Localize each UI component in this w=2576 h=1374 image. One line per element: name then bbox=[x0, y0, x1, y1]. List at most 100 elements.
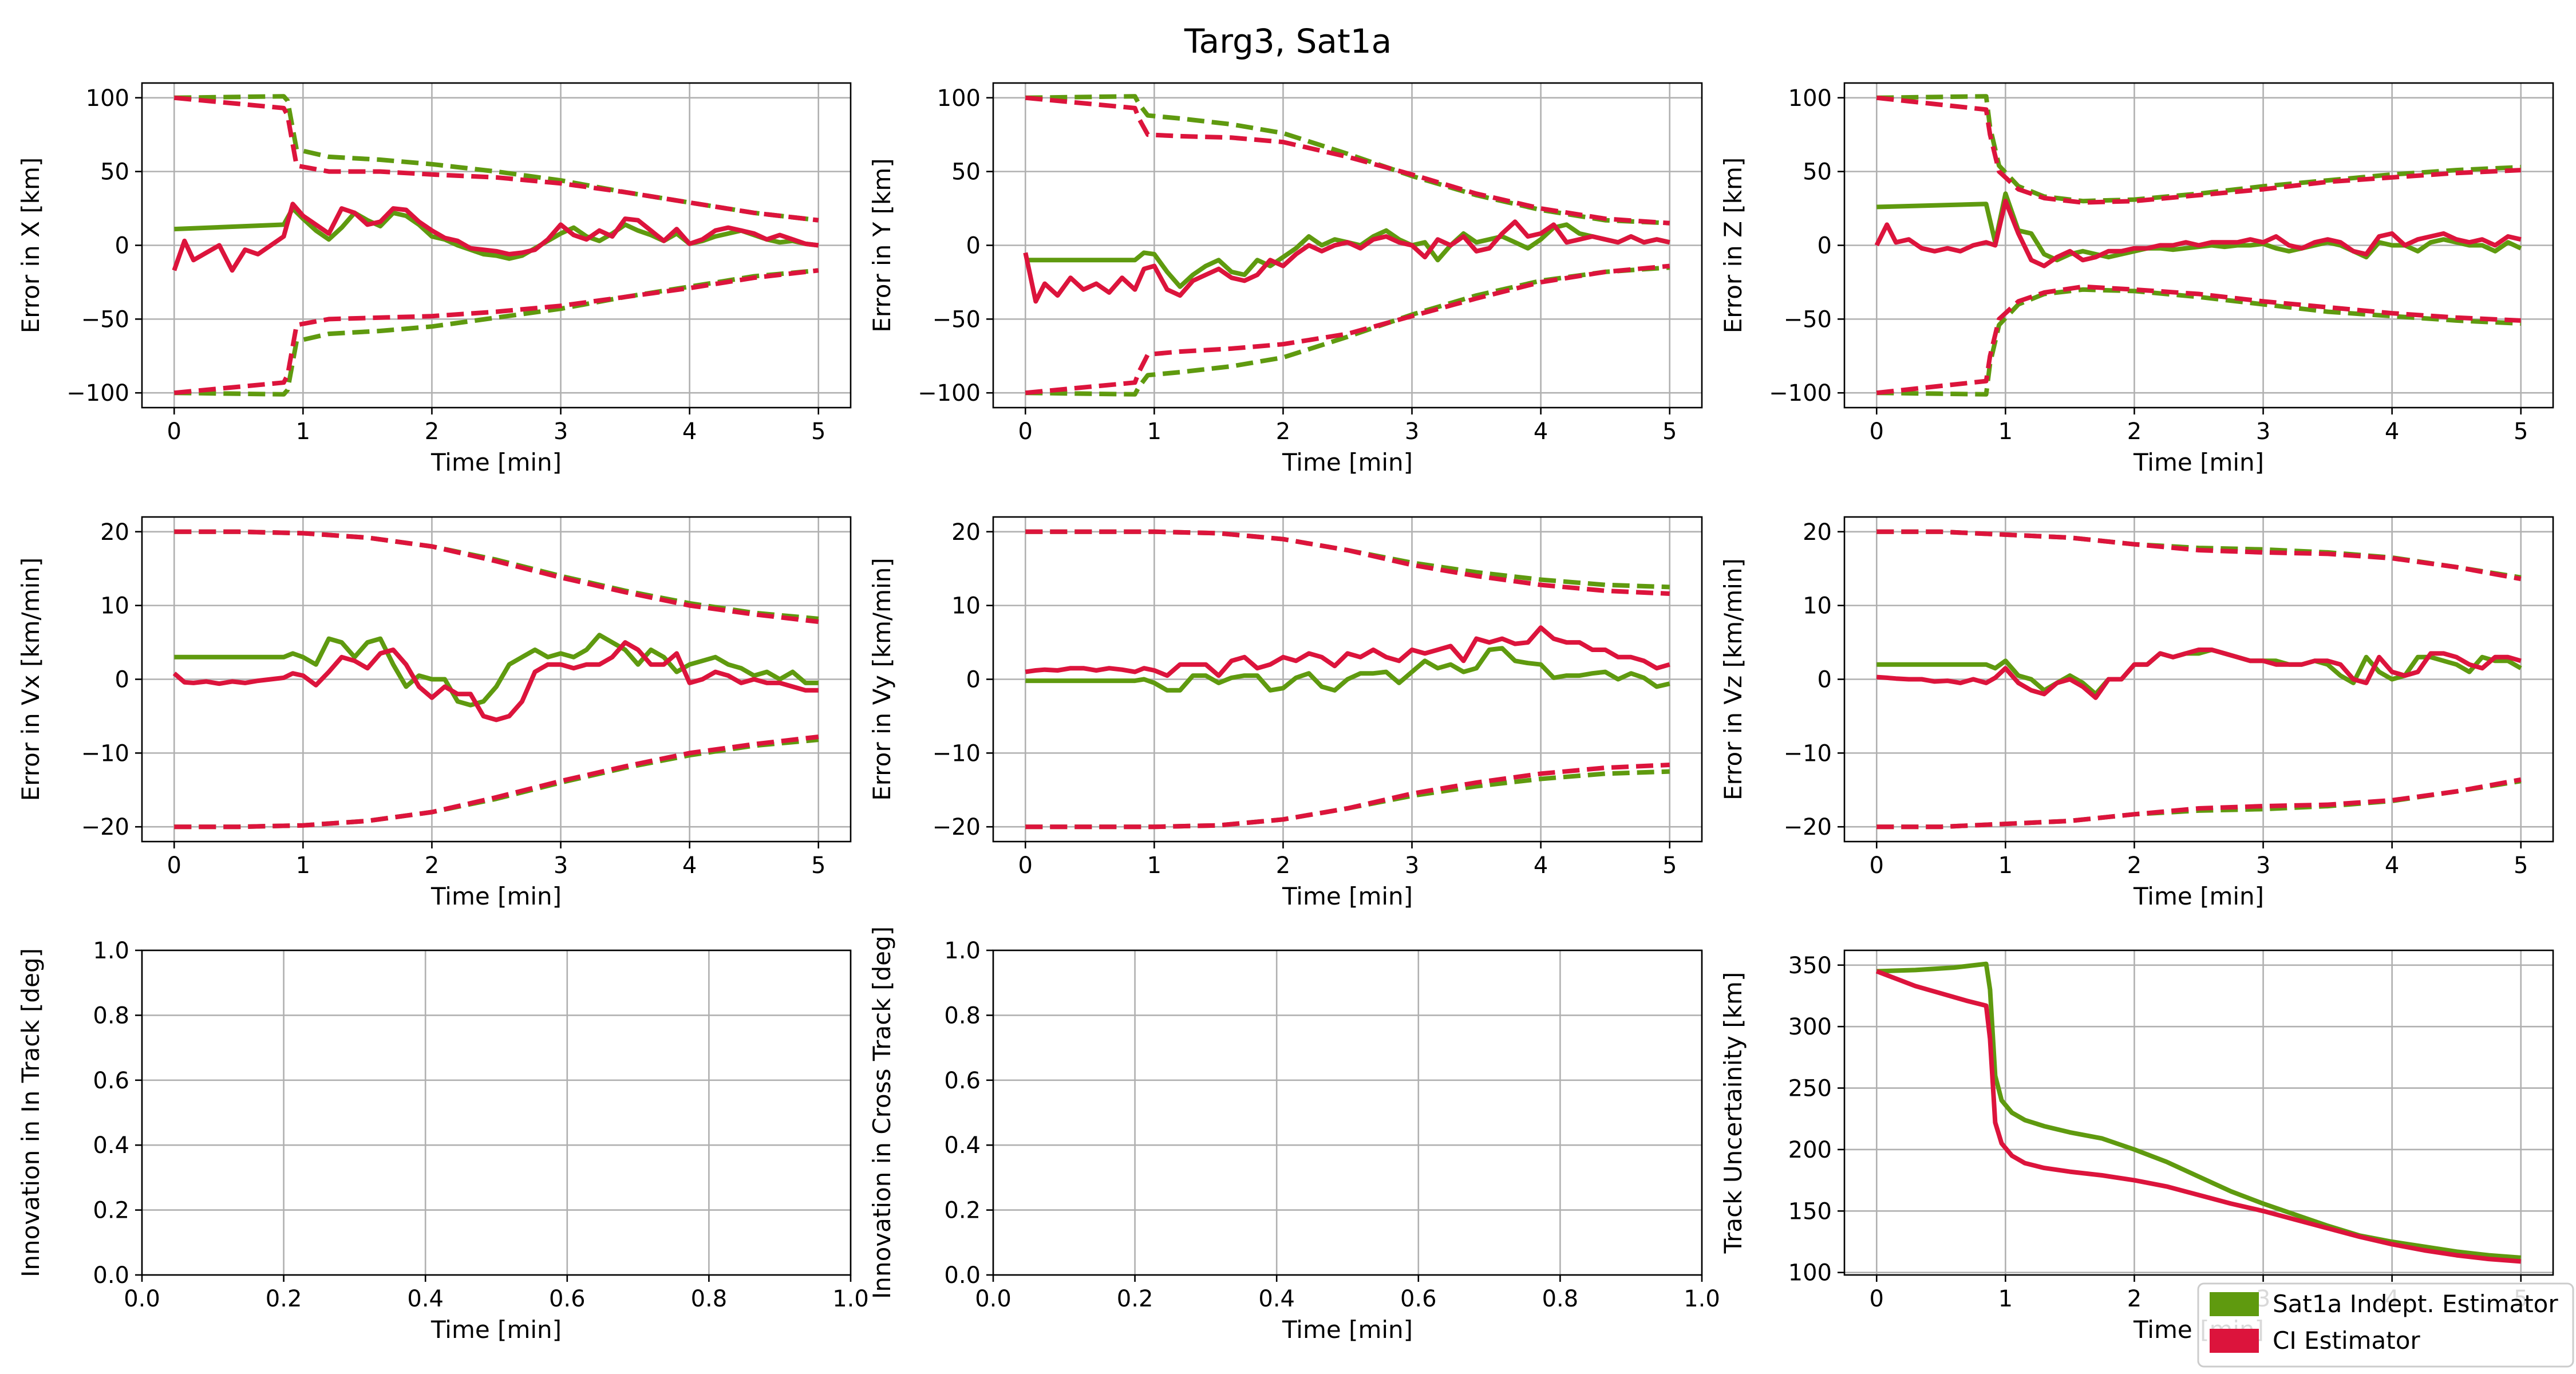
y-tick-label: 0.6 bbox=[944, 1068, 981, 1094]
y-tick-label: 100 bbox=[1788, 1260, 1832, 1286]
y-tick-label: −50 bbox=[933, 306, 981, 333]
y-tick-label: −50 bbox=[1784, 306, 1832, 333]
y-axis-label: Error in Y [km] bbox=[868, 158, 896, 332]
y-tick-label: 100 bbox=[1788, 85, 1832, 112]
x-tick-label: 0.0 bbox=[975, 1286, 1012, 1312]
series-line-sat-bound bbox=[1876, 779, 2522, 830]
x-axis-label: Time [min] bbox=[430, 1316, 562, 1344]
grid-lines bbox=[142, 517, 851, 842]
x-axis-label: Time [min] bbox=[1282, 448, 1413, 476]
series-line-sat-bound bbox=[1025, 529, 1670, 590]
x-tick-label: 0.6 bbox=[549, 1286, 586, 1312]
series-line-ci-error bbox=[1023, 219, 1670, 304]
series-line-ci-bound bbox=[1876, 529, 2522, 582]
x-tick-label: 1 bbox=[1147, 852, 1161, 879]
x-tick-label: 3 bbox=[554, 418, 568, 445]
x-tick-label: 2 bbox=[2127, 852, 2142, 879]
x-tick-label: 0.8 bbox=[1542, 1286, 1579, 1312]
x-tick-label: 0 bbox=[1870, 1286, 1884, 1312]
axes-frame bbox=[141, 949, 852, 1276]
x-tick-label: 0 bbox=[1870, 418, 1884, 445]
series-line-ci-bound bbox=[173, 95, 819, 223]
x-tick-label: 2 bbox=[1276, 418, 1290, 445]
subplot-2: 0 1 2 3 4 5 −100 −50 0 50 100 Time [min] Error in Y … bbox=[868, 82, 1703, 476]
series-line-sat-error bbox=[1876, 961, 2522, 1260]
y-tick-label: 0.4 bbox=[93, 1132, 129, 1159]
series-line-sat-bound bbox=[1876, 94, 2521, 204]
y-tick-label: −100 bbox=[918, 380, 981, 406]
x-tick-label: 1.0 bbox=[832, 1286, 869, 1312]
x-tick-label: 0.8 bbox=[691, 1286, 728, 1312]
y-axis-label: Error in Vz [km/min] bbox=[1719, 558, 1747, 800]
legend-frame bbox=[2197, 1282, 2574, 1368]
x-tick-label: 4 bbox=[682, 852, 697, 879]
x-tick-label: 2 bbox=[425, 852, 439, 879]
y-axis-label: Error in X [km] bbox=[17, 157, 45, 334]
subplot-1: 0 1 2 3 4 5 −100 −50 0 50 100 Time [min] Error in X … bbox=[17, 82, 852, 476]
series-line-ci-error bbox=[172, 640, 819, 722]
y-tick-label: −100 bbox=[66, 380, 129, 406]
y-tick-label: 50 bbox=[100, 159, 129, 185]
y-tick-label: 50 bbox=[951, 159, 981, 185]
y-tick-label: 0.2 bbox=[944, 1198, 981, 1224]
y-tick-label: 250 bbox=[1788, 1076, 1832, 1102]
x-tick-label: 4 bbox=[1534, 418, 1548, 445]
y-axis-label: Track Uncertainity [km] bbox=[1719, 972, 1747, 1254]
x-tick-label: 2 bbox=[1276, 852, 1290, 879]
series-line-sat-bound bbox=[174, 268, 819, 397]
y-tick-label: 20 bbox=[951, 519, 981, 546]
y-tick-label: 1.0 bbox=[944, 938, 981, 964]
x-tick-label: 0.2 bbox=[266, 1286, 302, 1312]
series-line-ci-bound bbox=[1025, 263, 1670, 396]
series-line-ci-bound bbox=[1025, 529, 1670, 596]
x-tick-label: 0.4 bbox=[1258, 1286, 1295, 1312]
x-tick-label: 1 bbox=[1147, 418, 1161, 445]
legend-label-ci: CI Estimator bbox=[2273, 1326, 2420, 1355]
grid-lines bbox=[141, 949, 852, 1276]
subplot-7: 0.0 0.2 0.4 0.6 0.8 1.0 0.0 0.2 0.4 0.6 0.8 1.0 Time… bbox=[17, 938, 869, 1344]
series-line-ci-bound bbox=[173, 268, 819, 396]
subplot-6: 0 1 2 3 4 5 −20 −10 0 10 20 Time [min] Error in Vz [… bbox=[1719, 516, 2554, 910]
y-tick-label: 20 bbox=[1803, 519, 1832, 546]
x-tick-label: 4 bbox=[1534, 852, 1548, 879]
x-tick-label: 2 bbox=[2127, 1286, 2142, 1312]
y-tick-label: −10 bbox=[933, 740, 981, 767]
series-group bbox=[172, 529, 819, 830]
x-tick-label: 3 bbox=[1405, 418, 1419, 445]
x-tick-label: 1.0 bbox=[1684, 1286, 1720, 1312]
y-tick-label: 50 bbox=[1803, 159, 1832, 185]
y-tick-label: −20 bbox=[933, 814, 981, 840]
x-axis-label: Time [min] bbox=[2133, 448, 2264, 476]
series-group bbox=[1874, 94, 2522, 397]
subplot-4: 0 1 2 3 4 5 −20 −10 0 10 20 Time [min] Error in Vx [… bbox=[17, 516, 852, 910]
x-tick-label: 4 bbox=[2385, 852, 2399, 879]
y-tick-label: −10 bbox=[1784, 740, 1832, 767]
series-line-ci-error bbox=[1025, 625, 1670, 678]
x-tick-label: 1 bbox=[296, 418, 310, 445]
x-tick-label: 1 bbox=[1998, 1286, 2013, 1312]
series-group bbox=[1025, 529, 1670, 830]
legend-swatch-sat bbox=[2210, 1292, 2259, 1316]
y-tick-label: −10 bbox=[81, 740, 129, 767]
x-tick-label: 5 bbox=[1662, 852, 1677, 879]
y-tick-label: −50 bbox=[81, 306, 129, 333]
y-tick-label: −100 bbox=[1769, 380, 1832, 406]
subplot-9: 012345100150200250300350Time [min]Track … bbox=[1719, 949, 2554, 1344]
series-line-ci-bound bbox=[1876, 95, 2521, 205]
y-tick-label: 0 bbox=[115, 233, 129, 259]
x-tick-label: 5 bbox=[811, 852, 825, 879]
x-tick-label: 1 bbox=[1998, 852, 2013, 879]
x-tick-label: 2 bbox=[2127, 418, 2142, 445]
y-tick-label: 20 bbox=[100, 519, 129, 546]
y-tick-label: 0.2 bbox=[93, 1198, 129, 1224]
x-tick-label: 0 bbox=[1018, 852, 1033, 879]
series-line-ci-error bbox=[1875, 969, 2522, 1264]
y-tick-label: 1.0 bbox=[93, 938, 129, 964]
series-line-sat-error bbox=[1876, 647, 2522, 697]
x-tick-label: 5 bbox=[2514, 852, 2528, 879]
series-line-sat-bound bbox=[174, 94, 819, 223]
legend-label-sat: Sat1a Indept. Estimator bbox=[2273, 1290, 2558, 1318]
x-tick-label: 3 bbox=[2256, 852, 2270, 879]
grid-lines bbox=[142, 83, 851, 408]
x-axis-label: Time [min] bbox=[430, 448, 562, 476]
